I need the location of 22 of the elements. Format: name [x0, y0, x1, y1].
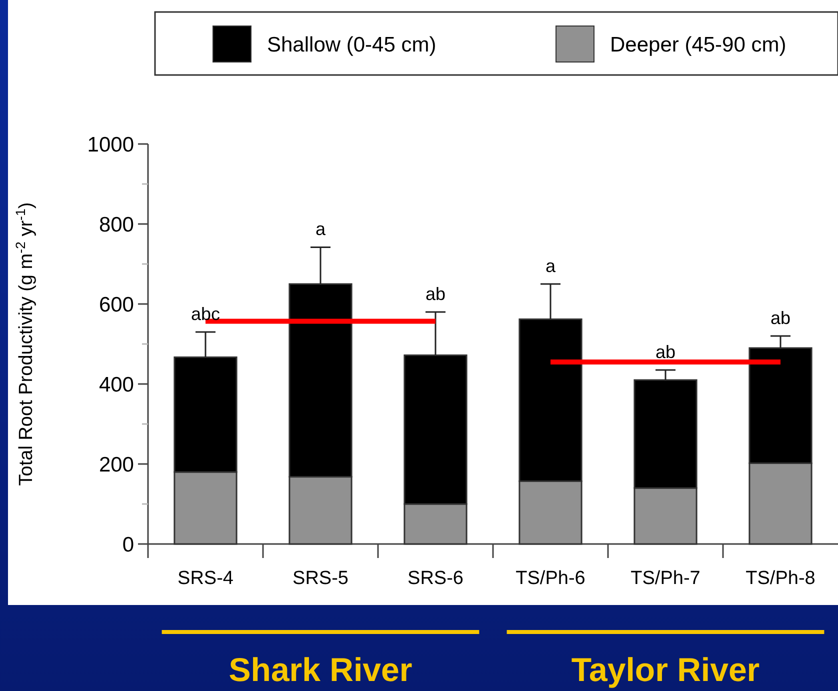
x-tick-label: SRS-6: [408, 568, 464, 589]
x-tick-label: TS/Ph-6: [516, 568, 586, 589]
text: Taylor River: [571, 651, 760, 688]
y-tick-label: 600: [98, 293, 134, 316]
y-tick-label: 1000: [87, 133, 134, 156]
y-tick-label: 0: [122, 533, 134, 556]
x-tick-label: TS/Ph-7: [630, 568, 700, 589]
text: Shark River: [228, 651, 412, 688]
annotation: ab: [425, 284, 446, 304]
annotation: a: [315, 219, 326, 240]
annotation: abc: [190, 304, 220, 324]
legend-label: Shallow (0-45 cm): [267, 33, 436, 56]
y-tick-label: 200: [98, 453, 134, 476]
x-tick-label: SRS-5: [292, 568, 348, 589]
legend-label: Deeper (45-90 cm): [610, 33, 786, 56]
y-tick-label: 400: [98, 373, 134, 396]
annotation: ab: [655, 342, 676, 362]
y-tick-label: 800: [98, 213, 134, 236]
x-tick-label: TS/Ph-8: [746, 568, 816, 589]
annotation: a: [545, 256, 556, 276]
x-tick-label: SRS-4: [178, 568, 234, 589]
annotation: ab: [770, 308, 791, 328]
